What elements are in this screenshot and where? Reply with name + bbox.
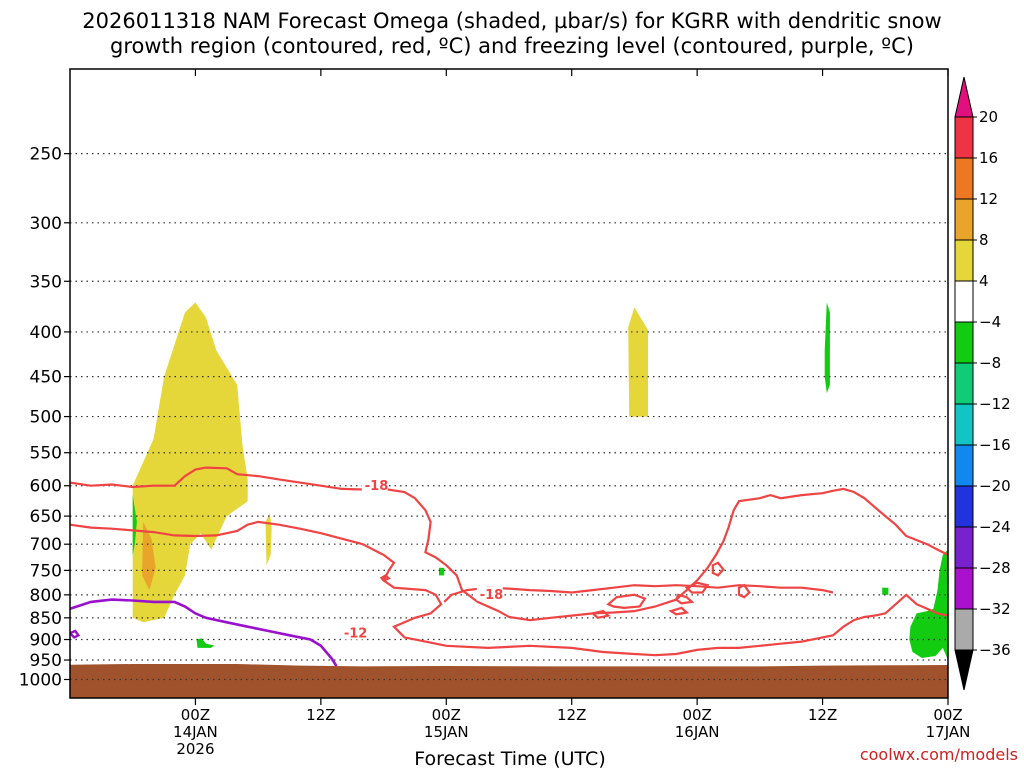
y-tick-label-450: 450	[30, 368, 62, 388]
colorbar-swatch-7	[954, 403, 974, 446]
dgz-contour-9	[737, 583, 751, 599]
colorbar-swatch-2	[954, 198, 974, 241]
colorbar-swatch-11	[954, 567, 974, 610]
colorbar-label-2: 12	[979, 190, 998, 208]
y-tick-label-700: 700	[30, 535, 62, 555]
dgz-contour-3	[379, 574, 391, 582]
chart-title-line-2: growth region (contoured, red, ºC) and f…	[110, 34, 914, 58]
x-tick-year-0: 2026	[176, 740, 214, 758]
y-tick-label-350: 350	[30, 272, 62, 292]
colorbar-label-3: 8	[979, 231, 989, 249]
colorbar-swatch-0	[954, 116, 974, 159]
plot-frame	[69, 68, 949, 699]
y-tick-label-500: 500	[30, 408, 62, 428]
dgz-label-bg-1	[340, 625, 367, 640]
y-tick-label-750: 750	[30, 561, 62, 581]
y-tick-label-800: 800	[30, 586, 62, 606]
dgz-contour-6	[668, 606, 690, 616]
colorbar-label-6: −8	[979, 354, 1001, 372]
colorbar-label-13: −36	[979, 641, 1011, 659]
omega-region-5	[196, 638, 215, 648]
x-tick-date-0: 14JAN	[173, 723, 218, 741]
omega-region-3	[142, 521, 156, 591]
y-tick-label-600: 600	[30, 477, 62, 497]
dgz-contour-4	[606, 593, 647, 610]
x-tick-label-0: 00Z	[181, 706, 210, 724]
colorbar-label-5: −4	[979, 313, 1001, 331]
dgz-contour-1	[70, 520, 948, 657]
omega-region-1	[265, 513, 272, 566]
x-tick-date-4: 16JAN	[675, 723, 720, 741]
colorbar-bottom-arrow	[954, 649, 974, 691]
dgz-contour-0	[70, 466, 948, 622]
y-tick-label-550: 550	[30, 444, 62, 464]
dgz-contour-label-1: -12	[344, 626, 368, 641]
colorbar-swatch-9	[954, 485, 974, 528]
x-tick-label-4: 00Z	[682, 706, 711, 724]
x-tick-label-6: 00Z	[933, 706, 962, 724]
y-tick-label-400: 400	[30, 323, 62, 343]
freezing-level-contour-fragment	[70, 629, 81, 639]
y-tick-label-950: 950	[30, 651, 62, 671]
ground-surface	[70, 664, 948, 698]
chart-title-line-1: 2026011318 NAM Forecast Omega (shaded, µ…	[82, 9, 941, 33]
omega-region-8	[882, 587, 889, 595]
colorbar-label-7: −12	[979, 395, 1011, 413]
dgz-contour-7	[684, 581, 710, 594]
colorbar: 20 16 12 8 4 −4 −8 −12 −16 −20 −24 −28 −32 −36	[954, 76, 1011, 691]
colorbar-label-0: 20	[979, 108, 998, 126]
colorbar-swatch-4	[954, 280, 974, 323]
x-axis-label: Forecast Time (UTC)	[414, 748, 605, 768]
dgz-contour-label-0: -18	[365, 479, 389, 494]
dgz-contour-label-2: -18	[480, 588, 504, 603]
y-tick-label-1000: 1000	[19, 670, 62, 690]
colorbar-swatch-8	[954, 444, 974, 487]
freezing-level-contour	[70, 598, 338, 667]
dgz-contour-5	[590, 609, 611, 619]
colorbar-label-8: −16	[979, 436, 1011, 454]
dgz-label-bg-2	[476, 586, 503, 601]
colorbar-swatch-10	[954, 526, 974, 569]
colorbar-swatch-6	[954, 362, 974, 405]
omega-region-7	[824, 302, 830, 394]
colorbar-swatch-3	[954, 239, 974, 282]
omega-region-4	[132, 495, 137, 555]
colorbar-label-11: −28	[979, 559, 1011, 577]
colorbar-label-4: 4	[979, 272, 989, 290]
colorbar-swatch-12	[954, 608, 974, 651]
colorbar-label-12: −32	[979, 600, 1011, 618]
y-tick-label-900: 900	[30, 631, 62, 651]
dgz-contour-8	[711, 561, 725, 577]
y-axis-ticks: 2503003504004505005506006507007508008509…	[19, 145, 70, 690]
omega-region-0	[132, 302, 248, 623]
x-tick-date-2: 15JAN	[424, 723, 469, 741]
x-tick-label-1: 12Z	[306, 706, 335, 724]
colorbar-top-arrow	[954, 76, 974, 118]
omega-region-9	[909, 549, 948, 660]
plot-area: -18 -12 -18	[69, 68, 949, 699]
site-credit: coolwx.com/models	[860, 745, 1018, 764]
y-tick-label-650: 650	[30, 507, 62, 527]
omega-region-2	[628, 307, 648, 417]
x-tick-label-3: 12Z	[557, 706, 586, 724]
x-tick-date-6: 17JAN	[926, 723, 971, 741]
y-tick-label-300: 300	[30, 214, 62, 234]
x-tick-label-2: 00Z	[432, 706, 461, 724]
colorbar-label-10: −24	[979, 518, 1011, 536]
colorbar-label-1: 16	[979, 149, 998, 167]
x-tick-label-5: 12Z	[808, 706, 837, 724]
y-tick-label-850: 850	[30, 609, 62, 629]
colorbar-swatch-5	[954, 321, 974, 364]
dgz-label-bg-0	[361, 477, 388, 492]
colorbar-swatch-1	[954, 157, 974, 200]
dgz-contour-10	[674, 593, 695, 605]
colorbar-label-9: −20	[979, 477, 1011, 495]
y-tick-label-250: 250	[30, 145, 62, 165]
omega-region-6	[439, 567, 445, 576]
